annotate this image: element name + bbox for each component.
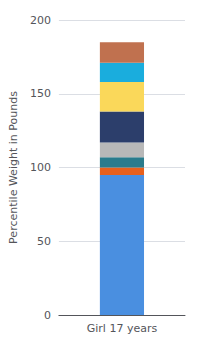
svg-text:200: 200 [30, 14, 51, 27]
svg-text:50: 50 [37, 235, 51, 248]
svg-text:100: 100 [30, 161, 51, 174]
svg-text:150: 150 [30, 87, 51, 100]
svg-text:0: 0 [44, 309, 51, 322]
svg-text:Percentile Weight in Pounds: Percentile Weight in Pounds [7, 91, 20, 244]
svg-text:Girl 17 years: Girl 17 years [87, 322, 158, 335]
